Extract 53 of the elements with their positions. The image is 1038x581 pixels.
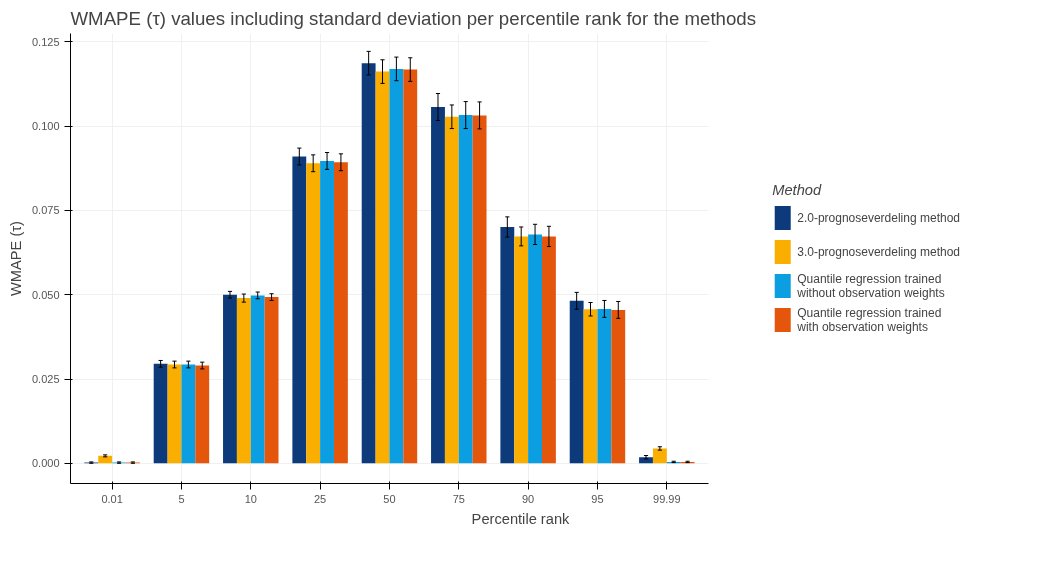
bar	[611, 309, 626, 464]
y-tick-label: 0.000	[31, 457, 60, 470]
bar	[472, 115, 487, 464]
legend-label: 3.0-prognoseverdeling method	[797, 244, 960, 259]
x-tick-label: 90	[522, 492, 535, 505]
y-tick-label: 0.050	[31, 288, 60, 301]
bar	[264, 297, 279, 464]
y-tick-label: 0.100	[31, 120, 60, 133]
bar	[306, 163, 321, 464]
bar	[236, 298, 251, 464]
bar	[167, 364, 182, 464]
bar	[250, 295, 265, 464]
bar	[333, 162, 348, 464]
bar	[195, 365, 210, 464]
bar	[181, 364, 196, 464]
bar	[541, 236, 556, 464]
y-tick-label: 0.125	[31, 35, 60, 48]
x-tick-label: 5	[178, 492, 185, 505]
y-axis-title: WMAPE (τ)	[7, 221, 24, 296]
bar	[292, 156, 307, 464]
bar	[320, 160, 334, 464]
bar	[528, 234, 542, 464]
legend-label: 2.0-prognoseverdeling method	[797, 210, 960, 225]
x-axis-title: Percentile rank	[471, 510, 571, 527]
bar	[444, 116, 459, 464]
bar	[431, 106, 445, 464]
bar	[375, 71, 390, 464]
bar	[153, 363, 168, 464]
legend-label: Quantile regression trained without observation weights	[797, 271, 945, 300]
y-tick-label: 0.025	[31, 373, 60, 386]
bar	[458, 115, 473, 464]
bar	[98, 455, 113, 464]
y-tick-label: 0.075	[31, 204, 60, 217]
x-tick-label: 99.99	[653, 492, 681, 505]
x-tick-label: 10	[244, 492, 257, 505]
bar	[223, 294, 237, 464]
bar	[652, 448, 667, 464]
bar	[403, 69, 418, 464]
bar	[389, 68, 404, 464]
x-tick-label: 95	[591, 492, 604, 505]
chart-title: WMAPE (τ) values including standard deviation per percentile rank for the methods	[70, 7, 757, 29]
legend-title: Method	[772, 181, 823, 198]
bar	[569, 300, 584, 464]
bar	[514, 236, 529, 464]
bar	[361, 63, 376, 464]
bar	[583, 309, 598, 464]
bar	[500, 226, 515, 464]
x-tick-label: 75	[452, 492, 465, 505]
legend-label: Quantile regression trained with observation weights	[797, 305, 942, 334]
x-tick-label: 50	[383, 492, 396, 505]
x-tick-label: 25	[314, 492, 327, 505]
x-tick-label: 0.01	[101, 492, 123, 505]
bar	[597, 308, 612, 464]
